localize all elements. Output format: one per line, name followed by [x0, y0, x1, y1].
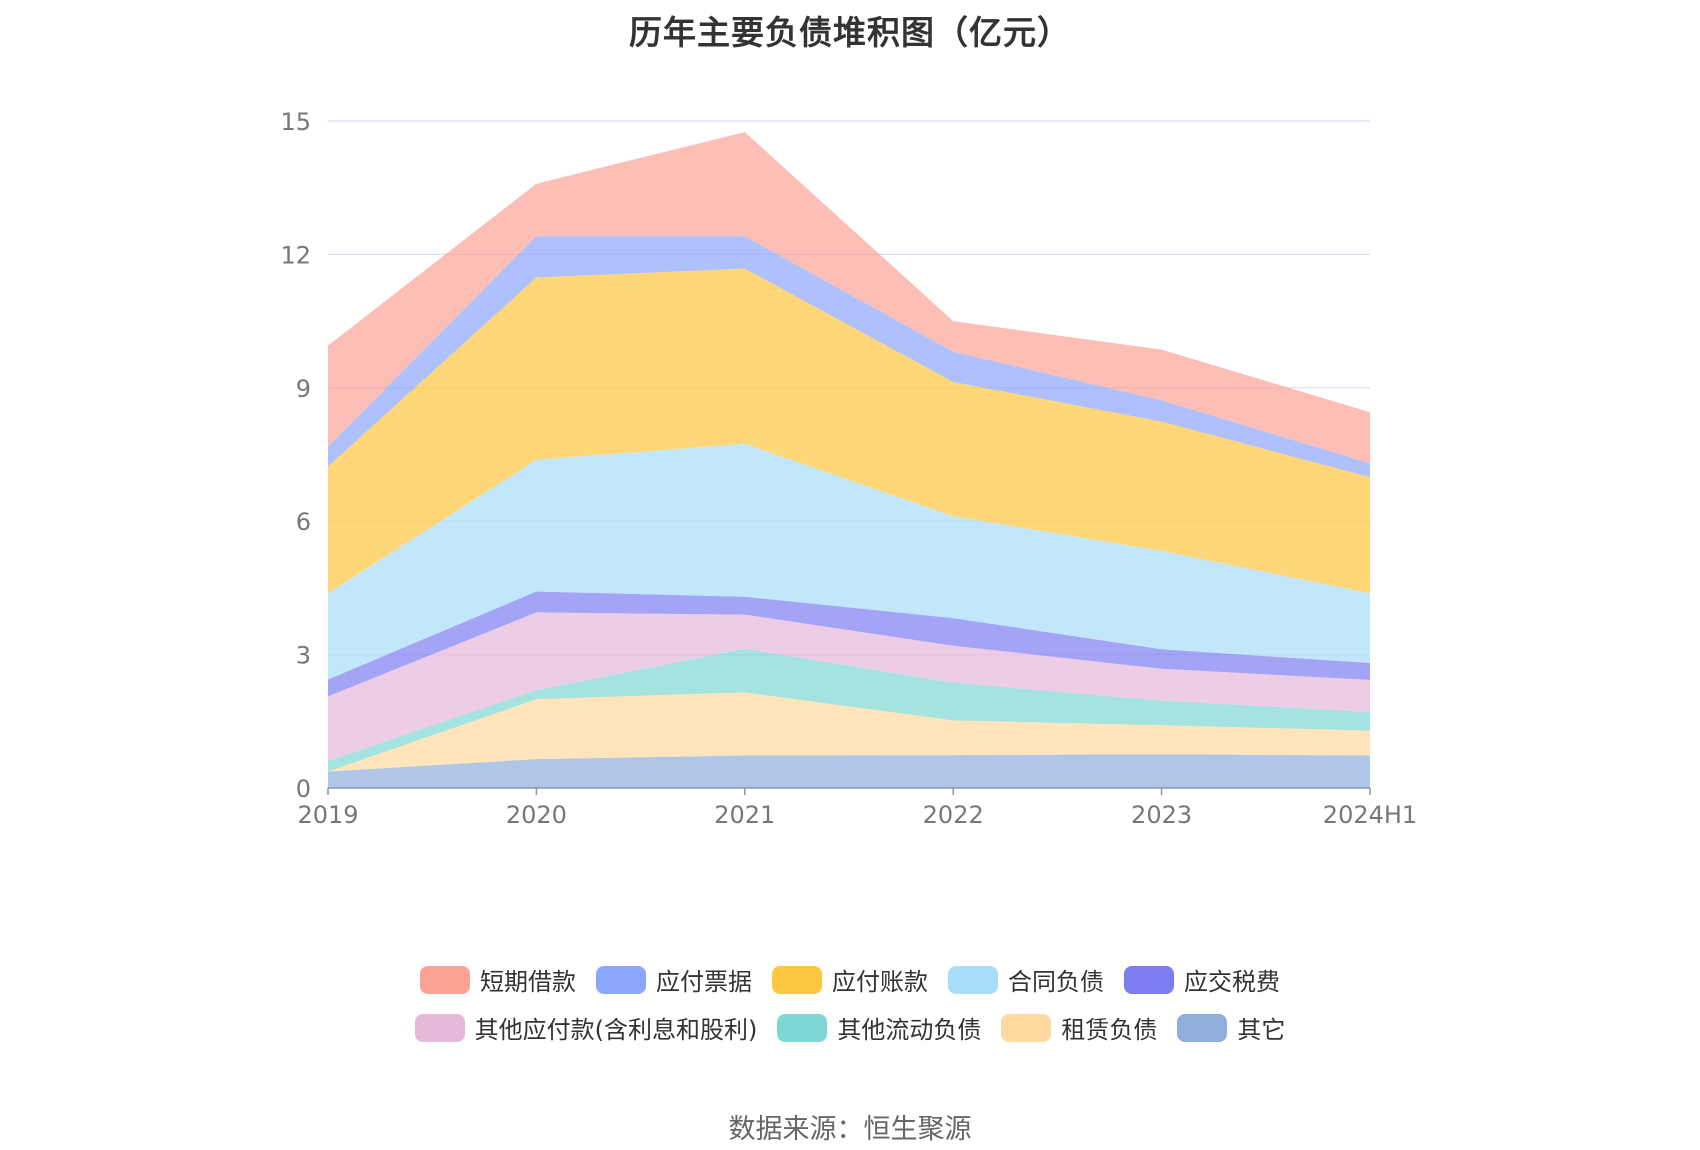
- legend-swatch: [420, 965, 470, 994]
- legend-item[interactable]: 其他流动负债: [777, 1010, 981, 1045]
- legend-row-1: 短期借款 应付票据 应付账款 合同负债 应交税费: [0, 962, 1700, 997]
- x-tick-label: 2024H1: [1323, 801, 1417, 829]
- legend-swatch: [772, 965, 822, 994]
- legend-label: 合同负债: [1008, 968, 1104, 996]
- y-tick-label: 3: [296, 642, 311, 670]
- legend-swatch: [1177, 1013, 1228, 1042]
- legend-label: 其他流动负债: [837, 1016, 982, 1044]
- y-tick-label: 6: [296, 508, 311, 536]
- legend-label: 其它: [1237, 1016, 1286, 1044]
- legend-swatch: [777, 1013, 828, 1042]
- legend-label: 其他应付款(含利息和股利): [474, 1016, 758, 1044]
- legend-label: 应交税费: [1184, 968, 1280, 996]
- stacked-area-chart: 0 3 6 9 12 15 2019 2020 2021 2022 2023 2024H1: [280, 108, 1417, 829]
- y-tick-label: 12: [280, 241, 311, 269]
- legend-item[interactable]: 应付票据: [596, 962, 752, 997]
- legend-item[interactable]: 应交税费: [1124, 962, 1280, 997]
- legend-item[interactable]: 应付账款: [772, 962, 928, 997]
- legend-label: 短期借款: [480, 968, 576, 996]
- legend-item[interactable]: 短期借款: [420, 962, 576, 997]
- x-tick-label: 2019: [297, 801, 358, 829]
- legend-swatch: [596, 965, 646, 994]
- area-series-2: [328, 648, 1370, 772]
- x-tick-label: 2021: [714, 801, 775, 829]
- area-series-1: [328, 692, 1370, 772]
- y-tick-label: 0: [296, 775, 311, 803]
- area-series-4: [328, 591, 1370, 697]
- legend-swatch: [1124, 965, 1174, 994]
- legend-item[interactable]: 其它: [1177, 1010, 1285, 1045]
- area-series-5: [328, 443, 1370, 680]
- x-tick-label: 2020: [506, 801, 567, 829]
- area-series-3: [328, 612, 1370, 761]
- legend-swatch: [1001, 1013, 1052, 1042]
- legend-label: 租赁负债: [1061, 1016, 1158, 1044]
- chart-title: 历年主要负债堆积图（亿元）: [629, 13, 1071, 52]
- x-tick-label: 2023: [1131, 801, 1192, 829]
- legend-item[interactable]: 合同负债: [948, 962, 1104, 997]
- legend-label: 应付账款: [832, 968, 928, 996]
- y-tick-label: 15: [280, 108, 311, 136]
- legend-item[interactable]: 租赁负债: [1001, 1010, 1157, 1045]
- legend-item[interactable]: 其他应付款(含利息和股利): [414, 1010, 758, 1045]
- legend-row-2: 其他应付款(含利息和股利) 其他流动负债 租赁负债 其它: [0, 1010, 1700, 1045]
- area-series-0: [328, 754, 1370, 788]
- area-series-6: [328, 268, 1370, 594]
- legend-swatch: [414, 1013, 465, 1042]
- area-series-8: [328, 132, 1370, 464]
- x-tick-label: 2022: [923, 801, 984, 829]
- y-tick-label: 9: [296, 375, 311, 403]
- legend-label: 应付票据: [656, 968, 752, 996]
- data-source-note: 数据来源：恒生聚源: [728, 1114, 972, 1145]
- legend-swatch: [948, 965, 998, 994]
